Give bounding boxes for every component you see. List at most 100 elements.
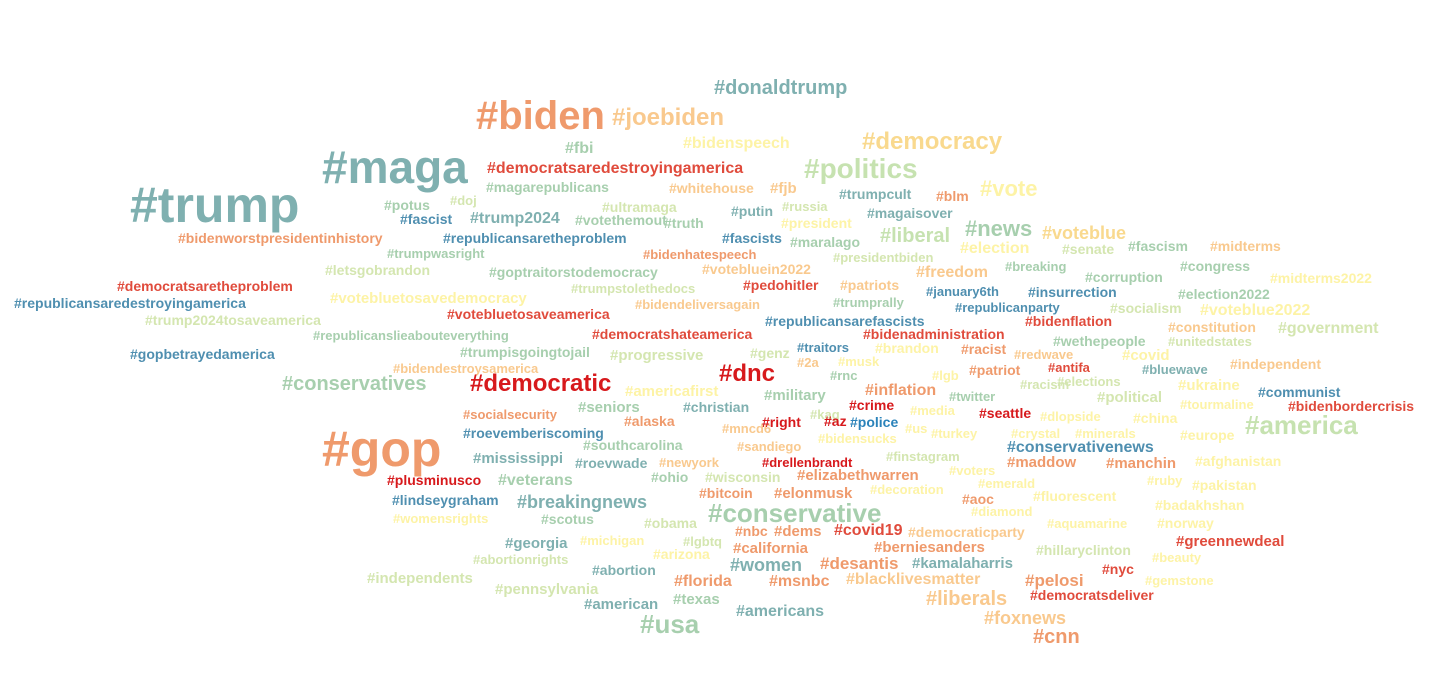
hashtag-police: #police	[850, 414, 899, 430]
hashtag-election: #election	[960, 240, 1030, 257]
hashtag-musk: #musk	[838, 354, 880, 369]
hashtag-conservative: #conservative	[708, 498, 882, 528]
hashtag-doj: #doj	[450, 193, 477, 208]
hashtag-roevwade: #roevwade	[575, 455, 648, 471]
hashtag-democratsdeliver: #democratsdeliver	[1030, 587, 1154, 603]
hashtag-america: #america	[1245, 410, 1358, 440]
hashtag-president: #president	[781, 215, 852, 231]
hashtag-seattle: #seattle	[979, 405, 1032, 421]
hashtag-bidenworstpresidentinhistory: #bidenworstpresidentinhistory	[178, 230, 383, 246]
hashtag-democracy: #democracy	[862, 128, 1003, 155]
hashtag-fascists: #fascists	[722, 230, 782, 246]
hashtag-abortionrights: #abortionrights	[473, 552, 569, 567]
hashtag-inflation: #inflation	[865, 382, 937, 399]
hashtag-putin: #putin	[731, 203, 773, 219]
hashtag-americans: #americans	[736, 603, 825, 620]
hashtag-china: #china	[1133, 410, 1178, 426]
hashtag-votethemout: #votethemout	[575, 212, 667, 228]
hashtag-blm: #blm	[936, 188, 969, 204]
hashtag-nbc: #nbc	[735, 523, 768, 539]
hashtag-usa: #usa	[640, 609, 700, 639]
hashtag-americafirst: #americafirst	[625, 383, 719, 400]
hashtag-dlopside: #dlopside	[1040, 409, 1101, 424]
hashtag-fluorescent: #fluorescent	[1033, 488, 1117, 504]
hashtag-magarepublicans: #magarepublicans	[486, 179, 609, 195]
hashtag-biden: #biden	[476, 94, 605, 138]
hashtag-trumpwasright: #trumpwasright	[387, 246, 485, 261]
hashtag-voteblue2022: #voteblue2022	[1200, 302, 1311, 319]
hashtag-media: #media	[910, 403, 955, 418]
hashtag-gop: #gop	[322, 421, 442, 477]
hashtag-letsgobrandon: #letsgobrandon	[325, 262, 431, 278]
hashtag-tourmaline: #tourmaline	[1180, 397, 1254, 412]
hashtag-potus: #potus	[384, 197, 430, 213]
hashtag-ohio: #ohio	[651, 469, 689, 485]
hashtag-women: #women	[730, 555, 803, 575]
hashtag-fascist: #fascist	[400, 211, 453, 227]
hashtag-pelosi: #pelosi	[1025, 571, 1084, 590]
hashtag-lgbtq: #lgbtq	[683, 534, 722, 549]
hashtag-georgia: #georgia	[505, 535, 568, 552]
hashtag-redwave: #redwave	[1014, 347, 1074, 362]
hashtag-communist: #communist	[1258, 384, 1341, 400]
hashtag-democratic: #democratic	[470, 370, 612, 397]
hashtag-bidenadministration: #bidenadministration	[863, 326, 1005, 342]
hashtag-constitution: #constitution	[1168, 319, 1256, 335]
hashtag-sandiego: #sandiego	[737, 439, 802, 454]
hashtag-maralago: #maralago	[790, 234, 861, 250]
hashtag-goptraitorstodemocracy: #goptraitorstodemocracy	[489, 264, 658, 280]
hashtag-trump: #trump	[130, 177, 300, 233]
hashtag-az: #az	[824, 413, 847, 429]
hashtag-aquamarine: #aquamarine	[1047, 516, 1128, 531]
hashtag-american: #american	[584, 596, 659, 613]
hashtag-drellenbrandt: #drellenbrandt	[762, 455, 853, 470]
hashtag-kamalaharris: #kamalaharris	[912, 555, 1013, 572]
hashtag-minerals: #minerals	[1075, 426, 1136, 441]
hashtag-independents: #independents	[367, 570, 473, 587]
hashtag-manchin: #manchin	[1106, 455, 1177, 472]
hashtag-insurrection: #insurrection	[1028, 284, 1117, 300]
hashtag-votebluetosavedemocracy: #votebluetosavedemocracy	[330, 290, 527, 307]
hashtag-congress: #congress	[1180, 258, 1251, 274]
hashtag-mncd6: #mncd6	[722, 421, 772, 436]
hashtag-progressive: #progressive	[610, 347, 704, 364]
hashtag-dems: #dems	[774, 523, 822, 540]
hashtag-christian: #christian	[683, 399, 750, 415]
hashtag-voters: #voters	[949, 463, 996, 478]
hashtag-rnc: #rnc	[830, 368, 858, 383]
hashtag-ultramaga: #ultramaga	[602, 199, 677, 215]
hashtag-nyc: #nyc	[1102, 561, 1134, 577]
hashtag-election2022: #election2022	[1178, 286, 1270, 302]
hashtag-badakhshan: #badakhshan	[1155, 497, 1245, 513]
hashtag-us: #us	[905, 421, 928, 436]
hashtag-scotus: #scotus	[541, 511, 594, 527]
hashtag-veterans: #veterans	[498, 472, 573, 489]
hashtag-politics: #politics	[804, 153, 918, 184]
hashtag-breakingnews: #breakingnews	[517, 492, 648, 512]
hashtag-senate: #senate	[1062, 241, 1115, 257]
hashtag-whitehouse: #whitehouse	[669, 180, 754, 196]
hashtag-newyork: #newyork	[659, 455, 719, 470]
hashtag-trumpcult: #trumpcult	[839, 186, 912, 202]
hashtag-democratshateamerica: #democratshateamerica	[592, 326, 753, 342]
hashtag-obama: #obama	[644, 515, 697, 531]
hashtag-hillaryclinton: #hillaryclinton	[1036, 542, 1131, 558]
hashtag-bidenbordercrisis: #bidenbordercrisis	[1288, 398, 1415, 414]
hashtag-liberal: #liberal	[880, 225, 951, 247]
hashtag-magaisover: #magaisover	[867, 205, 953, 221]
hashtag-conservativenews: #conservativenews	[1007, 439, 1154, 456]
hashtag-genz: #genz	[750, 345, 790, 361]
hashtag-trumpstolethedocs: #trumpstolethedocs	[571, 281, 696, 296]
hashtag-elizabethwarren: #elizabethwarren	[797, 467, 919, 484]
hashtag-patriots: #patriots	[840, 277, 900, 293]
hashtag-fbi: #fbi	[565, 140, 594, 157]
hashtag-trump2024tosaveamerica: #trump2024tosaveamerica	[145, 312, 321, 328]
hashtag-bidenspeech: #bidenspeech	[683, 135, 790, 152]
hashtag-conservatives: #conservatives	[282, 373, 427, 395]
hashtag-elections: #elections	[1057, 374, 1121, 389]
hashtag-russia: #russia	[782, 199, 828, 214]
hashtag-bidendestroysamerica: #bidendestroysamerica	[393, 361, 539, 376]
hashtag-gopbetrayedamerica: #gopbetrayedamerica	[130, 346, 275, 362]
hashtag-brandon: #brandon	[875, 340, 939, 356]
